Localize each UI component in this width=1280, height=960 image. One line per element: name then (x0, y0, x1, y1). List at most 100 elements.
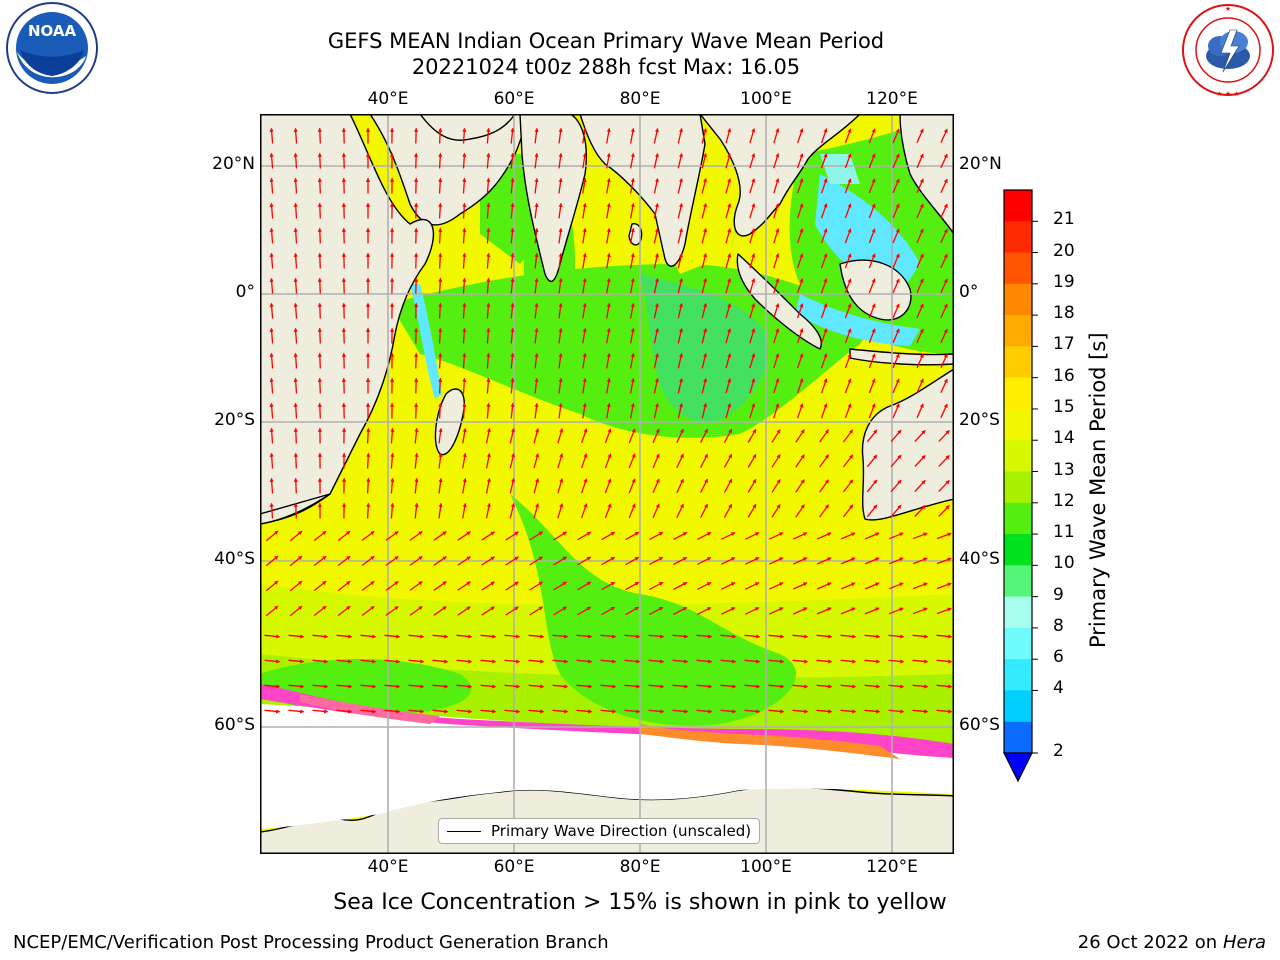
wave-arrow (336, 659, 353, 664)
wave-arrow (384, 634, 401, 639)
wave-arrow (629, 202, 635, 219)
wave-arrow (700, 503, 708, 518)
wave-arrow (653, 327, 659, 344)
wave-arrow (269, 477, 274, 494)
wave-arrow (888, 659, 905, 664)
wave-arrow (293, 502, 298, 519)
wave-arrow (696, 709, 713, 714)
wave-arrow (652, 478, 660, 494)
wave-arrow (653, 402, 659, 419)
wave-arrow (868, 128, 876, 144)
wave-arrow (771, 453, 781, 468)
wave-arrow (747, 453, 757, 468)
wave-arrow (438, 152, 443, 169)
colorbar-tick-label: 9 (1053, 584, 1064, 605)
wave-arrow (504, 659, 521, 664)
wave-arrow (576, 634, 593, 639)
wave-arrow (312, 634, 329, 639)
wave-arrow (725, 202, 732, 219)
wave-arrow (529, 581, 544, 591)
wave-arrow (749, 303, 756, 319)
wave-arrow (725, 377, 732, 394)
wave-arrow (390, 502, 395, 519)
wave-arrow (582, 127, 587, 144)
wave-arrow (725, 127, 732, 144)
wave-arrow (480, 634, 497, 639)
wave-arrow (504, 684, 521, 689)
wave-arrow (796, 203, 804, 219)
wave-arrow (438, 277, 443, 294)
wave-arrow (604, 428, 612, 444)
wave-arrow (552, 634, 569, 639)
wave-arrow (652, 428, 660, 444)
wave-arrow (773, 403, 780, 419)
wave-arrow (533, 477, 540, 494)
wave-arrow (844, 378, 852, 394)
wave-arrow (534, 277, 539, 294)
wave-arrow (265, 530, 279, 542)
wave-arrow (528, 684, 545, 689)
wave-arrow (438, 377, 443, 394)
wave-arrow (337, 580, 351, 592)
wave-arrow (629, 152, 635, 169)
wave-arrow (701, 202, 708, 219)
wave-arrow (414, 427, 419, 444)
wave-arrow (936, 582, 952, 590)
wave-arrow (864, 607, 880, 615)
wave-arrow (701, 127, 708, 144)
wave-arrow (676, 478, 684, 494)
wave-arrow (580, 428, 588, 444)
wave-arrow (652, 503, 660, 519)
wave-arrow (673, 581, 688, 591)
wave-arrow (293, 327, 298, 344)
wave-arrow (269, 252, 274, 269)
wave-arrow (914, 454, 926, 467)
lat-label-left: 20°S (214, 410, 255, 430)
wave-arrow (771, 478, 781, 493)
wave-arrow (892, 128, 900, 144)
wave-arrow (433, 606, 447, 616)
wave-arrow (629, 352, 635, 369)
wave-arrow (916, 228, 924, 244)
wave-arrow (723, 428, 733, 443)
wave-arrow (553, 581, 568, 591)
wave-arrow (725, 177, 732, 194)
lat-label-right: 60°S (959, 715, 1000, 735)
wave-arrow (844, 203, 852, 219)
wave-arrow (868, 378, 876, 394)
wave-arrow (288, 709, 305, 714)
wave-arrow (653, 277, 659, 294)
wave-arrow (697, 582, 712, 590)
wave-arrow (529, 531, 544, 541)
wave-arrow (510, 202, 515, 219)
wave-arrow (486, 202, 491, 219)
wave-arrow (820, 403, 828, 419)
wave-arrow (936, 634, 953, 639)
lon-label-top: 120°E (866, 89, 918, 109)
wave-arrow (844, 253, 852, 269)
wave-arrow (486, 152, 491, 169)
wave-arrow (888, 607, 904, 615)
wave-arrow (486, 302, 491, 319)
wave-arrow (510, 377, 515, 394)
wave-arrow (577, 606, 592, 616)
wave-arrow (337, 605, 351, 617)
wave-arrow (534, 152, 539, 169)
wave-arrow (510, 152, 515, 169)
wave-arrow (481, 606, 495, 616)
wave-arrow (505, 556, 519, 566)
wave-arrow (269, 302, 274, 319)
wave-arrow (677, 252, 683, 269)
wave-arrow (842, 429, 854, 443)
wave-arrow (940, 253, 948, 269)
wave-arrow (409, 556, 423, 566)
wave-arrow (361, 530, 375, 542)
wave-arrow (558, 227, 563, 244)
wave-arrow (629, 377, 635, 394)
wave-arrow (293, 402, 298, 419)
wave-arrow (749, 278, 756, 294)
wave-arrow (293, 427, 298, 444)
wave-arrow (721, 557, 736, 565)
wave-arrow (269, 452, 274, 469)
colorbar-tick-label: 15 (1053, 396, 1075, 417)
